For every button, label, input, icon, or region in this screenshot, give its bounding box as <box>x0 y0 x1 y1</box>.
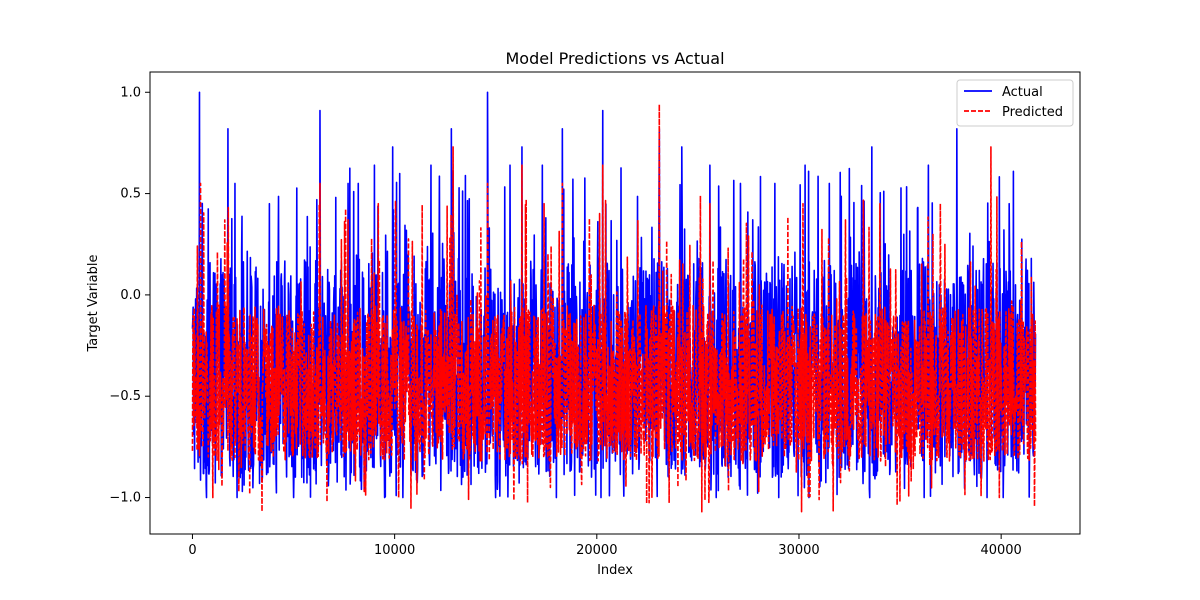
legend: Actual Predicted <box>956 79 1074 127</box>
legend-label-predicted: Predicted <box>1002 105 1063 120</box>
y-tick-label: 1.0 <box>120 85 141 100</box>
y-tick-label: −1.0 <box>109 491 141 506</box>
x-tick-label: 20000 <box>576 543 617 558</box>
y-axis: −1.0 −0.5 0.0 0.5 1.0 <box>109 85 150 506</box>
chart-title: Model Predictions vs Actual <box>505 49 724 68</box>
x-tick-label: 30000 <box>778 543 819 558</box>
y-tick-label: 0.5 <box>120 187 141 202</box>
x-axis-label: Index <box>597 563 633 578</box>
plot-area <box>191 91 1037 513</box>
x-tick-label: 0 <box>188 543 196 558</box>
x-tick-label: 40000 <box>980 543 1021 558</box>
legend-label-actual: Actual <box>1002 85 1043 100</box>
x-tick-label: 10000 <box>374 543 415 558</box>
plot-frame <box>149 71 1081 535</box>
y-tick-label: 0.0 <box>120 288 141 303</box>
y-axis-label: Target Variable <box>86 255 101 353</box>
y-tick-label: −0.5 <box>109 389 141 404</box>
x-axis: 0 10000 20000 30000 40000 <box>188 534 1022 558</box>
series-line-predicted <box>191 103 1037 513</box>
